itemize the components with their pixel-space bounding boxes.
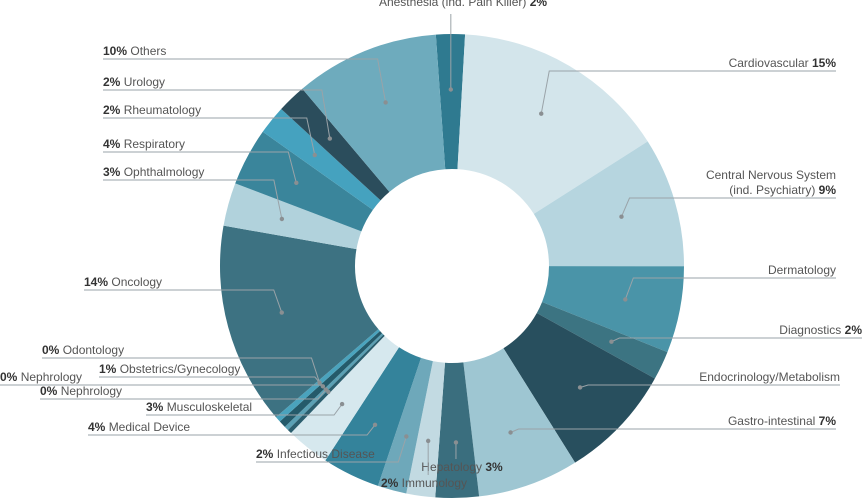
leader-line-5 bbox=[579, 384, 840, 388]
label-rheumatology-19: 2% Rheumatology bbox=[103, 103, 201, 117]
leader-dot-16 bbox=[279, 310, 284, 315]
label-medical-device-10: 4% Medical Device bbox=[88, 420, 190, 434]
leader-dot-19 bbox=[312, 152, 317, 158]
label-obstetrics-gynecology-14: 1% Obstetrics/Gynecology bbox=[99, 362, 240, 376]
label-respiratory-18: 4% Respiratory bbox=[103, 137, 185, 151]
leader-dot-1 bbox=[539, 111, 544, 116]
label-infectious-disease-9: 2% Infectious Disease bbox=[256, 447, 375, 461]
slice-ophthalmology-17 bbox=[223, 183, 362, 250]
slice-immunology-8 bbox=[406, 361, 445, 498]
leader-line-2 bbox=[621, 197, 836, 217]
leader-line-6 bbox=[510, 428, 836, 433]
slice-hepatology-7 bbox=[435, 362, 480, 498]
leader-line-17 bbox=[103, 179, 283, 220]
leader-dot-11 bbox=[339, 401, 345, 407]
label-oncology-16: 14% Oncology bbox=[84, 275, 162, 289]
leader-dot-0 bbox=[448, 87, 454, 92]
leader-line-16 bbox=[84, 289, 283, 313]
leader-line-15 bbox=[42, 357, 320, 383]
leader-dot-10 bbox=[372, 422, 378, 428]
slice-odontology-15 bbox=[275, 329, 381, 422]
slice-urology-20 bbox=[281, 88, 390, 201]
slice-diagnostics-4 bbox=[536, 301, 668, 379]
slice-oncology-16 bbox=[219, 225, 379, 418]
slice-respiratory-18 bbox=[235, 131, 373, 232]
label-gastro-intestinal-6: Gastro-intestinal 7% bbox=[728, 414, 836, 428]
leader-line-20 bbox=[103, 89, 331, 139]
slice-obstetrics-gynecology-14 bbox=[279, 331, 383, 427]
slice-medical-device-10 bbox=[325, 347, 422, 486]
leader-line-1 bbox=[540, 70, 836, 114]
leader-dot-14 bbox=[320, 384, 326, 389]
slice-musculoskeletal-11 bbox=[291, 335, 400, 461]
leader-line-10 bbox=[88, 424, 376, 436]
label-dermatology-3: Dermatology bbox=[768, 263, 836, 277]
label-nephrology-12: 0% Nephrology bbox=[0, 370, 82, 384]
label-odontology-15: 0% Odontology bbox=[42, 343, 124, 357]
slice-nephrology-12 bbox=[287, 334, 385, 434]
leader-line-11 bbox=[146, 403, 343, 416]
leader-dot-9 bbox=[404, 434, 409, 439]
leader-line-19 bbox=[103, 117, 316, 156]
donut-slices bbox=[219, 33, 684, 498]
leader-dot-4 bbox=[609, 339, 614, 344]
slice-gastro-intestinal-6 bbox=[463, 348, 576, 497]
leader-line-3 bbox=[624, 277, 836, 300]
leader-dot-20 bbox=[327, 136, 333, 141]
leader-line-13 bbox=[40, 389, 327, 400]
leader-dot-3 bbox=[623, 297, 628, 302]
slice-nephrology-13 bbox=[284, 333, 384, 430]
leader-dot-15 bbox=[317, 380, 322, 385]
label-urology-20: 2% Urology bbox=[103, 75, 165, 89]
leader-dot-6 bbox=[508, 430, 513, 435]
leader-dot-17 bbox=[279, 216, 285, 222]
leader-line-18 bbox=[103, 151, 297, 183]
slice-rheumatology-19 bbox=[262, 109, 381, 210]
slice-dermatology-3 bbox=[542, 266, 684, 353]
label-others-21: 10% Others bbox=[103, 44, 166, 58]
leader-dot-5 bbox=[577, 385, 583, 390]
label-nephrology-13: 0% Nephrology bbox=[40, 384, 122, 398]
label-musculoskeletal-11: 3% Musculoskeletal bbox=[146, 400, 252, 414]
leader-dot-7 bbox=[453, 440, 459, 445]
leader-line-21 bbox=[103, 58, 387, 103]
slice-anesthesia-ind-pain-killer-0 bbox=[435, 33, 466, 170]
slice-central-nervous-system-ind-psychiatry-2 bbox=[533, 141, 684, 267]
slice-labels: Anesthesia (ind. Pain Killer) 2% Cardiova… bbox=[0, 0, 862, 490]
leader-dot-21 bbox=[383, 100, 388, 105]
leader-dot-13 bbox=[323, 387, 329, 392]
leader-dot-2 bbox=[619, 214, 624, 219]
label-endocrinology-metabolism-5: Endocrinology/Metabolism bbox=[699, 370, 840, 384]
label-ophthalmology-17: 3% Ophthalmology bbox=[103, 165, 204, 179]
label-anesthesia-ind-pain-killer-0: Anesthesia (ind. Pain Killer) 2% bbox=[379, 0, 547, 9]
label-hepatology-7: Hepatology 3% bbox=[421, 460, 503, 474]
leader-line-9 bbox=[256, 436, 407, 463]
label-diagnostics-4: Diagnostics 2% bbox=[779, 323, 862, 337]
label-central-nervous-system-ind-psychiatry-2: Central Nervous System (ind. Psychiatry) … bbox=[706, 168, 836, 197]
slice-infectious-disease-9 bbox=[377, 357, 433, 494]
leader-dot-8 bbox=[425, 438, 431, 444]
leader-dot-18 bbox=[294, 180, 299, 186]
label-immunology-8: 2% Immunology bbox=[381, 476, 467, 490]
slice-others-21 bbox=[302, 34, 446, 192]
leader-line-4 bbox=[611, 337, 862, 343]
label-cardiovascular-1: Cardiovascular 15% bbox=[729, 56, 837, 70]
slice-cardiovascular-1 bbox=[457, 34, 648, 214]
